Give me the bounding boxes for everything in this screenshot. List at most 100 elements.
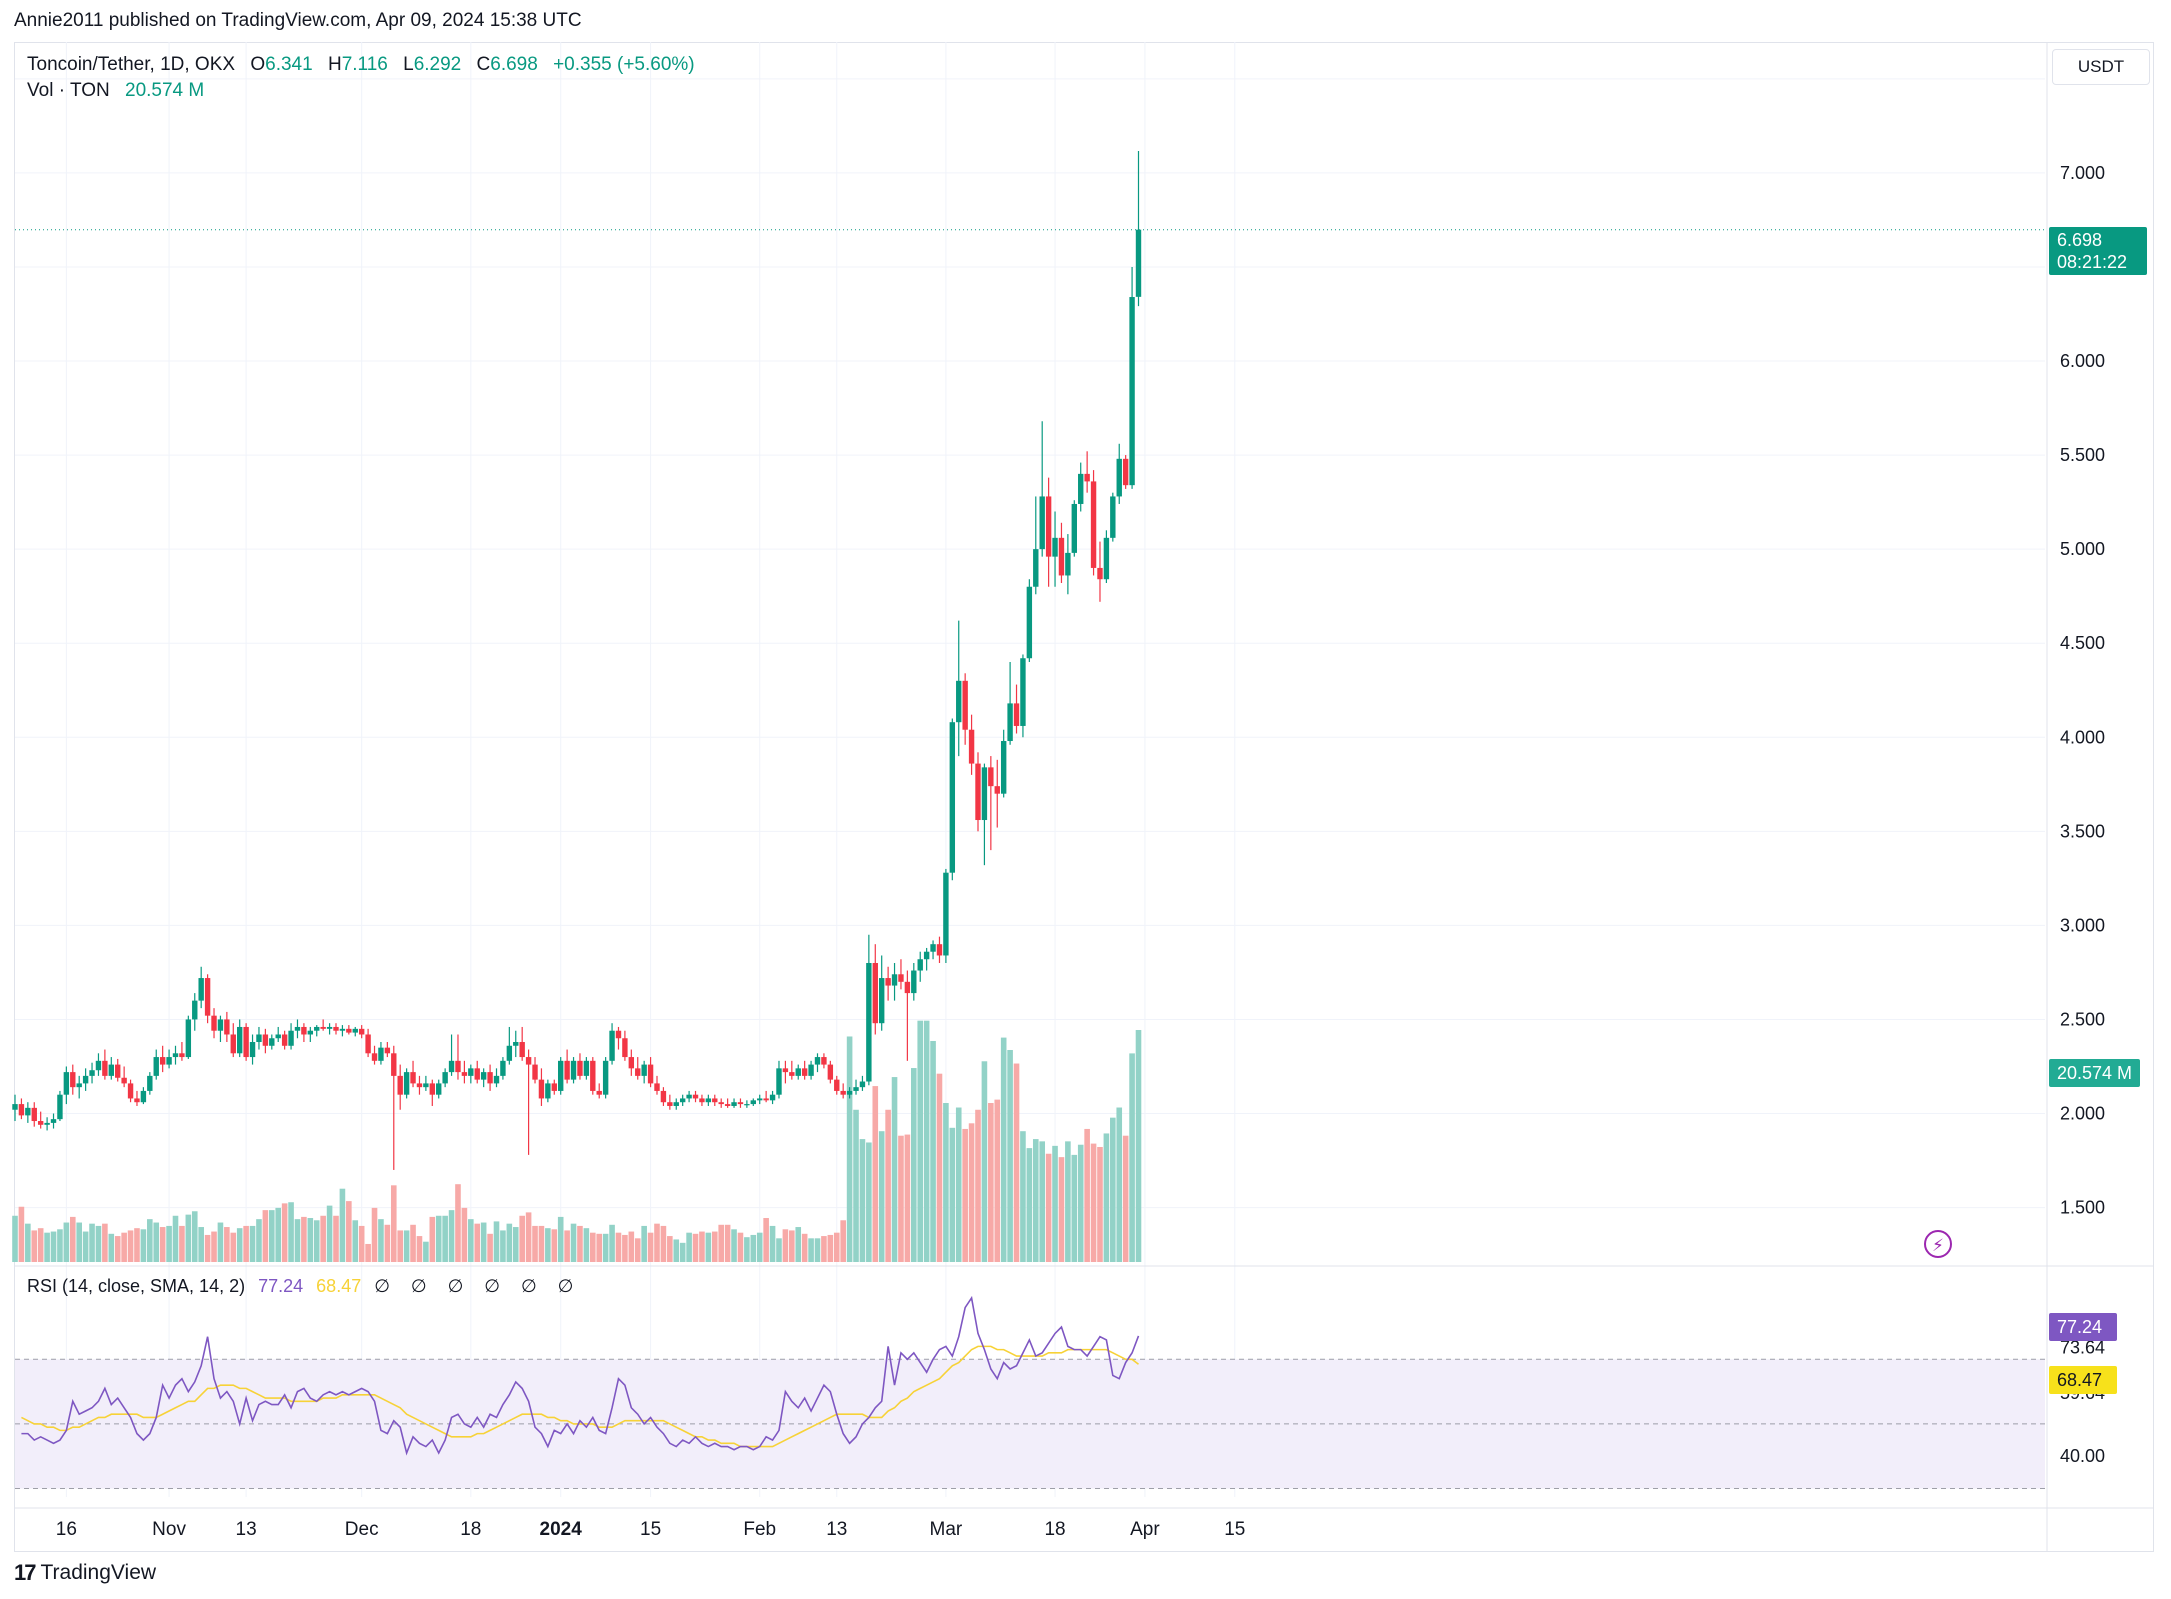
candle-body [1013, 703, 1020, 726]
last-price-tag: 6.698 08:21:22 [2049, 227, 2147, 275]
volume-bar [172, 1215, 179, 1262]
volume-bar [917, 1020, 924, 1262]
candle-body [1026, 586, 1033, 659]
candle-body [635, 1068, 641, 1076]
candle-body [410, 1072, 416, 1084]
volume-legend-row: Vol · TON 20.574 M [27, 78, 695, 104]
volume-bar [962, 1128, 968, 1262]
candle-body [647, 1064, 654, 1084]
volume-bar [435, 1215, 442, 1262]
volume-bar [1026, 1148, 1033, 1262]
candle-body [782, 1068, 789, 1073]
volume-bar [262, 1210, 269, 1262]
volume-bar [275, 1207, 282, 1262]
candle-body [917, 959, 923, 971]
candle-body [403, 1072, 410, 1095]
candle-body [301, 1026, 307, 1035]
symbol-title[interactable]: Toncoin/Tether, 1D, OKX [27, 54, 236, 75]
volume-bar [1122, 1135, 1129, 1262]
volume-bar [525, 1212, 532, 1262]
candle-body [89, 1070, 95, 1076]
volume-bar [866, 1142, 872, 1262]
volume-label[interactable]: Vol · TON [27, 80, 110, 101]
candle-body [660, 1090, 667, 1103]
candle-body [846, 1090, 853, 1095]
candle-body [1065, 552, 1071, 576]
time-axis-label: Mar [930, 1519, 963, 1540]
close-label: C [476, 54, 491, 75]
candle-body [757, 1098, 763, 1101]
volume-bar [57, 1229, 63, 1262]
time-axis-label: 15 [640, 1519, 661, 1540]
volume-bar [307, 1218, 314, 1262]
volume-bar [808, 1238, 814, 1262]
volume-bar [159, 1227, 166, 1262]
volume-bar [981, 1061, 988, 1262]
volume-bar [230, 1232, 237, 1262]
volume-bar [1103, 1133, 1110, 1262]
volume-bar [166, 1225, 172, 1262]
volume-bar [480, 1222, 487, 1262]
candle-body [1007, 703, 1013, 742]
candle-body [320, 1026, 326, 1029]
price-axis-label: 2.000 [2060, 1104, 2105, 1124]
candle-body [358, 1028, 365, 1035]
currency-button[interactable]: USDT [2052, 49, 2150, 85]
volume-bar [538, 1225, 545, 1262]
volume-bar [551, 1229, 558, 1262]
volume-bar [590, 1232, 596, 1262]
volume-bar [313, 1220, 320, 1262]
volume-bar [211, 1231, 217, 1262]
candle-body [307, 1030, 314, 1035]
price-axis-label: 5.500 [2060, 445, 2105, 465]
rsi-sma-value-tag: 68.47 [2049, 1366, 2117, 1394]
volume-bar [724, 1224, 731, 1262]
candle-body [333, 1026, 339, 1031]
volume-bar [750, 1234, 757, 1262]
candle-body [18, 1104, 25, 1116]
candle-body [224, 1019, 230, 1035]
volume-bar [673, 1239, 680, 1262]
lightning-icon[interactable]: ⚡ [1924, 1230, 1952, 1258]
volume-bar [718, 1224, 724, 1262]
candle-body [513, 1042, 519, 1046]
volume-bar [371, 1207, 378, 1262]
candle-body [558, 1060, 564, 1091]
high-label: H [327, 54, 342, 75]
candle-body [763, 1098, 769, 1101]
volume-bar [236, 1228, 243, 1262]
candle-body [314, 1026, 320, 1031]
candle-body [699, 1098, 705, 1103]
volume-bar [943, 1103, 949, 1262]
volume-bar [994, 1099, 1001, 1262]
candle-body [442, 1072, 448, 1084]
volume-bar [198, 1227, 204, 1262]
volume-bar [577, 1225, 583, 1262]
candle-body [808, 1064, 814, 1076]
volume-bar [153, 1222, 160, 1262]
candle-body [827, 1064, 834, 1080]
candle-body [1084, 473, 1090, 482]
volume-bar [789, 1230, 795, 1262]
volume-bar [140, 1229, 147, 1262]
candle-body [237, 1026, 243, 1054]
price-axis-label: 1.500 [2060, 1198, 2105, 1218]
volume-tag: 20.574 M [2049, 1059, 2141, 1087]
candle-body [480, 1072, 487, 1080]
volume-bar [744, 1237, 750, 1262]
volume-bar [1129, 1053, 1135, 1262]
volume-bar [615, 1232, 622, 1262]
candle-body [1110, 496, 1116, 538]
volume-bar [506, 1223, 513, 1262]
time-axis-label: 13 [826, 1519, 847, 1540]
candle-body [31, 1107, 37, 1122]
volume-bar [596, 1233, 603, 1262]
volume-bar [776, 1238, 782, 1262]
candle-body [718, 1102, 724, 1105]
rsi-label[interactable]: RSI (14, close, SMA, 14, 2) [27, 1276, 246, 1296]
candle-body [423, 1083, 429, 1088]
volume-bar [89, 1223, 95, 1262]
volume-bar [191, 1211, 198, 1262]
candle-body [731, 1102, 737, 1106]
